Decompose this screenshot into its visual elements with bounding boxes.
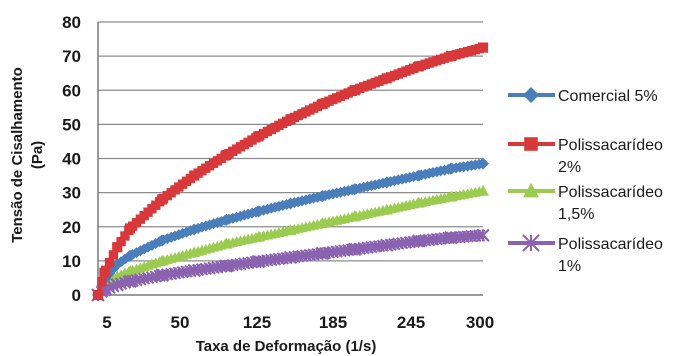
legend-swatch-marker (524, 137, 538, 151)
series-group (91, 42, 490, 302)
data-point (380, 203, 393, 215)
legend-item-3: Polissacarídeo 1% (508, 234, 663, 275)
y-axis-title-line: Tensão de Cisalhamento (9, 67, 26, 243)
data-point (157, 194, 168, 205)
x-tick-label: 245 (397, 313, 425, 332)
data-point (220, 237, 233, 249)
data-point (189, 170, 200, 181)
series-2 (92, 184, 489, 300)
y-tick-label: 80 (62, 13, 81, 32)
y-tick-label: 50 (62, 115, 81, 134)
x-tick-label: 185 (319, 313, 347, 332)
y-tick-label: 40 (62, 150, 81, 169)
legend-label: Polissacarídeo (558, 137, 663, 154)
data-point (284, 224, 297, 235)
data-point (188, 223, 201, 236)
x-tick-labels: 5 50 125 185 245 300 (102, 313, 494, 332)
legend-label: 1,5% (558, 206, 594, 223)
data-point (219, 259, 234, 273)
y-tick-label: 70 (62, 47, 81, 66)
legend-label: 1% (558, 258, 581, 275)
legend-label: 2% (558, 159, 581, 176)
data-point (348, 183, 361, 196)
data-point (156, 234, 169, 247)
legend-item-2: Polissacarídeo 1,5% (508, 183, 663, 223)
data-point (124, 223, 136, 234)
data-point (99, 267, 110, 278)
data-point (413, 61, 424, 72)
data-point (285, 114, 296, 125)
legend-label: Polissacarídeo (558, 236, 663, 253)
series-3 (91, 228, 490, 302)
y-tick-label: 10 (62, 252, 81, 271)
data-point (444, 230, 458, 245)
data-point (348, 210, 361, 222)
x-tick-label: 5 (102, 313, 111, 332)
y-tick-label: 20 (62, 218, 81, 237)
data-point (252, 230, 265, 242)
data-point (477, 42, 489, 53)
data-point (155, 268, 169, 282)
data-point (380, 238, 394, 252)
data-point (381, 73, 392, 84)
y-tick-label: 0 (72, 286, 81, 305)
data-point (412, 234, 426, 248)
data-point (251, 254, 266, 269)
y-tick-labels: 0 10 20 30 40 50 60 70 80 (62, 13, 81, 305)
data-point (347, 242, 362, 256)
legend-label: Polissacarídeo (558, 184, 663, 201)
data-point (412, 196, 425, 208)
data-point (110, 278, 124, 292)
data-point (477, 157, 489, 170)
y-axis-title: Tensão de Cisalhamento (Pa) (9, 67, 46, 243)
x-tick-label: 50 (171, 313, 190, 332)
data-point (123, 274, 137, 289)
data-point (221, 149, 232, 161)
legend-item-1: Polissacarídeo 2% (508, 137, 663, 176)
data-point (380, 176, 393, 189)
data-point (283, 250, 298, 265)
legend-swatch-marker (523, 183, 539, 198)
legend-swatch-marker (523, 87, 539, 103)
legend: Comercial 5%Polissacarídeo2%Polissacaríd… (508, 87, 663, 275)
legend-item-0: Comercial 5% (508, 87, 658, 105)
data-point (156, 254, 169, 266)
data-point (92, 289, 104, 301)
data-point (317, 98, 328, 109)
data-point (316, 190, 329, 203)
data-point (349, 85, 360, 96)
axes (97, 22, 483, 296)
legend-swatch-marker (522, 234, 540, 252)
x-tick-label: 125 (243, 313, 271, 332)
data-point (187, 263, 201, 278)
series-1 (92, 42, 489, 301)
y-tick-label: 60 (62, 81, 81, 100)
x-tick-label: 300 (466, 313, 494, 332)
x-axis-title: Taxa de Deformação (1/s) (196, 338, 377, 355)
y-axis-title-line: (Pa) (29, 141, 46, 169)
data-point (284, 197, 297, 210)
data-point (124, 265, 137, 276)
data-point (444, 190, 457, 202)
data-point (220, 213, 233, 226)
data-point (253, 131, 264, 142)
data-point (315, 246, 330, 261)
y-tick-label: 30 (62, 184, 81, 203)
data-point (477, 184, 489, 196)
data-point (444, 162, 457, 175)
data-point (252, 205, 265, 218)
data-point (412, 169, 425, 182)
data-point (476, 228, 490, 242)
data-point (316, 217, 329, 229)
legend-label: Comercial 5% (558, 88, 658, 105)
data-point (112, 242, 123, 253)
data-point (445, 51, 457, 62)
data-point (124, 249, 137, 262)
data-point (111, 258, 124, 271)
data-point (188, 246, 201, 258)
